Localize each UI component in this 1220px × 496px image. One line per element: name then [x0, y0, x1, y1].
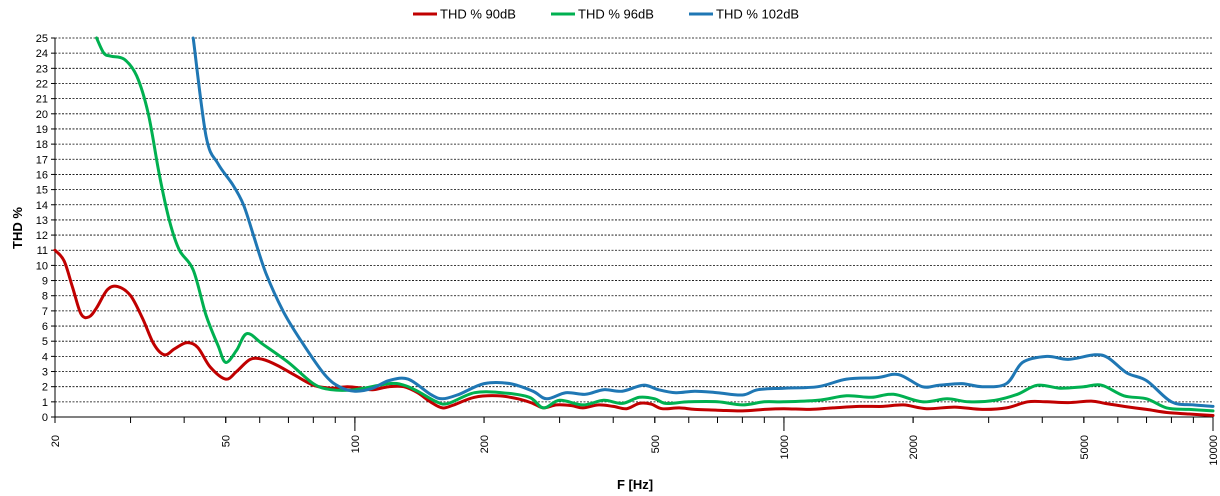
y-tick-label: 25 [36, 33, 48, 45]
grid [55, 37, 1213, 403]
series-lines [53, 36, 1215, 417]
x-tick-label: 500 [650, 435, 662, 453]
y-tick-label: 9 [42, 276, 48, 288]
y-tick-label: 23 [36, 63, 48, 75]
x-tick-label: 100 [350, 435, 362, 453]
y-tick-label: 1 [42, 397, 48, 409]
x-tick-label: 20 [50, 435, 62, 447]
x-tick-label: 200 [479, 435, 491, 453]
y-tick-label: 6 [42, 321, 48, 333]
y-tick-label: 16 [36, 169, 48, 181]
y-tick-label: 24 [36, 48, 48, 60]
legend-label: THD % 90dB [440, 7, 516, 22]
x-axis-ticks: 20 50 100 200 500 1000 2000 5000 10000 [50, 417, 1220, 466]
y-tick-label: 18 [36, 139, 48, 151]
legend: THD % 90dB THD % 96dB THD % 102dB [413, 7, 799, 22]
y-tick-label: 12 [36, 230, 48, 242]
y-tick-label: 19 [36, 124, 48, 136]
x-tick-label: 5000 [1079, 435, 1091, 459]
x-tick-label: 50 [221, 435, 233, 447]
y-tick-label: 3 [42, 367, 48, 379]
y-tick-label: 2 [42, 382, 48, 394]
y-tick-label: 15 [36, 185, 48, 197]
y-tick-label: 17 [36, 154, 48, 166]
x-tick-label: 2000 [908, 435, 920, 459]
y-tick-label: 22 [36, 78, 48, 90]
y-tick-label: 7 [42, 306, 48, 318]
legend-label: THD % 102dB [716, 7, 799, 22]
y-axis-ticks: 0123456789101112131415161718192021222324… [36, 33, 55, 424]
y-tick-label: 20 [36, 109, 48, 121]
y-tick-label: 11 [37, 245, 48, 257]
x-axis-title: F [Hz] [617, 477, 653, 492]
x-tick-label: 1000 [779, 435, 791, 459]
y-tick-label: 13 [36, 215, 48, 227]
y-tick-label: 21 [36, 94, 48, 106]
y-tick-label: 0 [42, 412, 48, 424]
series-line-2 [95, 36, 1215, 413]
y-tick-label: 10 [36, 260, 48, 272]
y-tick-label: 8 [42, 291, 48, 303]
axes [54, 38, 1213, 418]
y-tick-label: 5 [42, 336, 48, 348]
y-tick-label: 4 [42, 351, 48, 363]
legend-label: THD % 96dB [578, 7, 654, 22]
series-line-1 [53, 248, 1215, 417]
series-line-3 [191, 36, 1215, 408]
x-tick-label: 10000 [1208, 435, 1220, 466]
y-axis-title: THD % [10, 207, 25, 249]
y-tick-label: 14 [36, 200, 48, 212]
